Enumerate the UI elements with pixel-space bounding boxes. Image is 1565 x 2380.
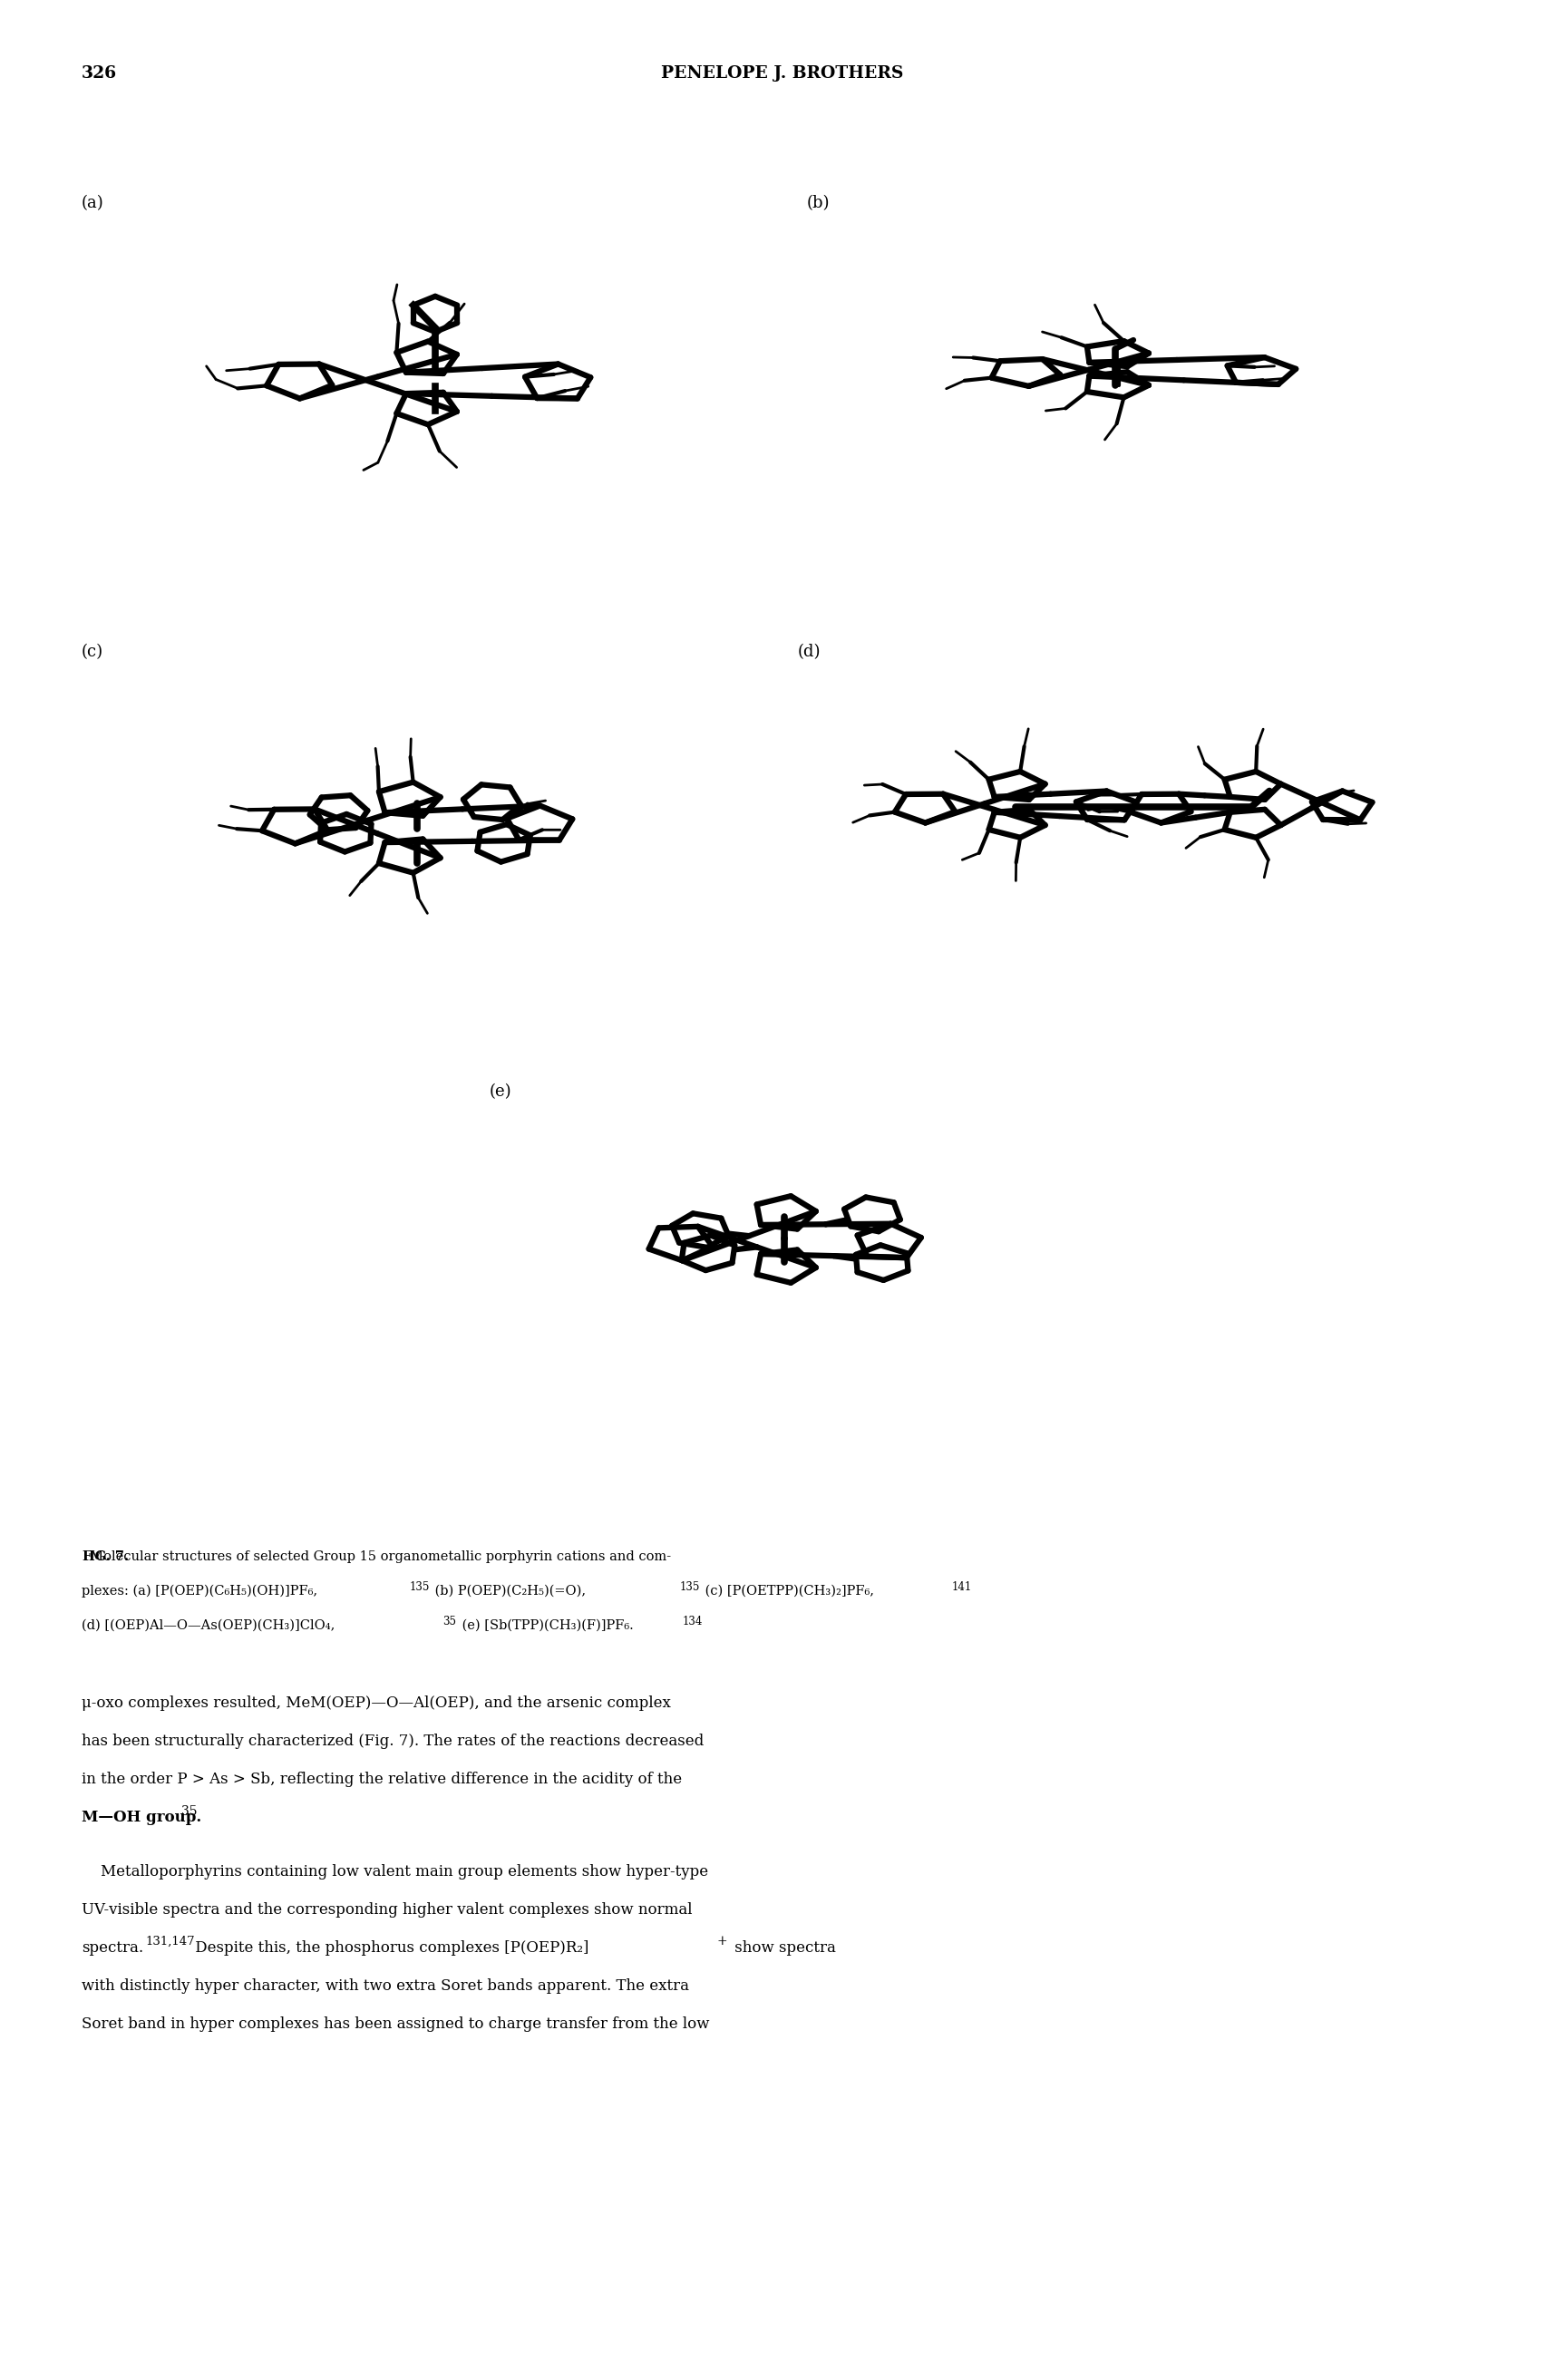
Text: UV-visible spectra and the corresponding higher valent complexes show normal: UV-visible spectra and the corresponding… — [81, 1902, 692, 1918]
Text: Despite this, the phosphorus complexes [P(OEP)R₂]: Despite this, the phosphorus complexes [… — [191, 1940, 588, 1956]
Text: (d) [(OEP)Al—O—As(OEP)(CH₃)]ClO₄,: (d) [(OEP)Al—O—As(OEP)(CH₃)]ClO₄, — [81, 1618, 335, 1633]
Text: 141: 141 — [952, 1580, 972, 1592]
Text: (b): (b) — [808, 195, 829, 212]
Text: IG. 7.: IG. 7. — [89, 1549, 128, 1564]
Text: spectra.: spectra. — [81, 1940, 144, 1956]
Text: 134: 134 — [682, 1616, 703, 1628]
Text: (a): (a) — [81, 195, 103, 212]
Text: μ-oxo complexes resulted, MeM(OEP)—O—Al(OEP), and the arsenic complex: μ-oxo complexes resulted, MeM(OEP)—O—Al(… — [81, 1695, 671, 1711]
Text: 35: 35 — [182, 1804, 197, 1818]
Text: has been structurally characterized (Fig. 7). The rates of the reactions decreas: has been structurally characterized (Fig… — [81, 1733, 704, 1749]
Text: (c) [P(OETPP)(CH₃)₂]PF₆,: (c) [P(OETPP)(CH₃)₂]PF₆, — [701, 1585, 875, 1597]
Text: 135: 135 — [410, 1580, 430, 1592]
Text: 326: 326 — [81, 64, 117, 81]
Text: show spectra: show spectra — [729, 1940, 836, 1956]
Text: (e) [Sb(TPP)(CH₃)(F)]PF₆.: (e) [Sb(TPP)(CH₃)(F)]PF₆. — [459, 1618, 634, 1633]
Text: +: + — [717, 1935, 726, 1947]
Text: 135: 135 — [681, 1580, 700, 1592]
Text: 35: 35 — [443, 1616, 455, 1628]
Text: F: F — [81, 1549, 91, 1564]
Text: M—OH group.: M—OH group. — [81, 1809, 202, 1825]
Text: (c): (c) — [81, 643, 103, 659]
Text: Soret band in hyper complexes has been assigned to charge transfer from the low: Soret band in hyper complexes has been a… — [81, 2016, 709, 2033]
Text: Molecular structures of selected Group 15 organometallic porphyrin cations and c: Molecular structures of selected Group 1… — [81, 1549, 671, 1564]
Text: (e): (e) — [490, 1083, 512, 1100]
Text: (b) P(OEP)(C₂H₅)(=O),: (b) P(OEP)(C₂H₅)(=O), — [430, 1585, 585, 1597]
Text: Metalloporphyrins containing low valent main group elements show hyper-type: Metalloporphyrins containing low valent … — [81, 1864, 709, 1880]
Text: 131,147: 131,147 — [146, 1935, 194, 1947]
Text: in the order P > As > Sb, reflecting the relative difference in the acidity of t: in the order P > As > Sb, reflecting the… — [81, 1771, 682, 1787]
Text: with distinctly hyper character, with two extra Soret bands apparent. The extra: with distinctly hyper character, with tw… — [81, 1978, 689, 1994]
Text: PENELOPE J. BROTHERS: PENELOPE J. BROTHERS — [662, 64, 903, 81]
Text: (d): (d) — [798, 643, 822, 659]
Text: plexes: (a) [P(OEP)(C₆H₅)(OH)]PF₆,: plexes: (a) [P(OEP)(C₆H₅)(OH)]PF₆, — [81, 1585, 318, 1597]
